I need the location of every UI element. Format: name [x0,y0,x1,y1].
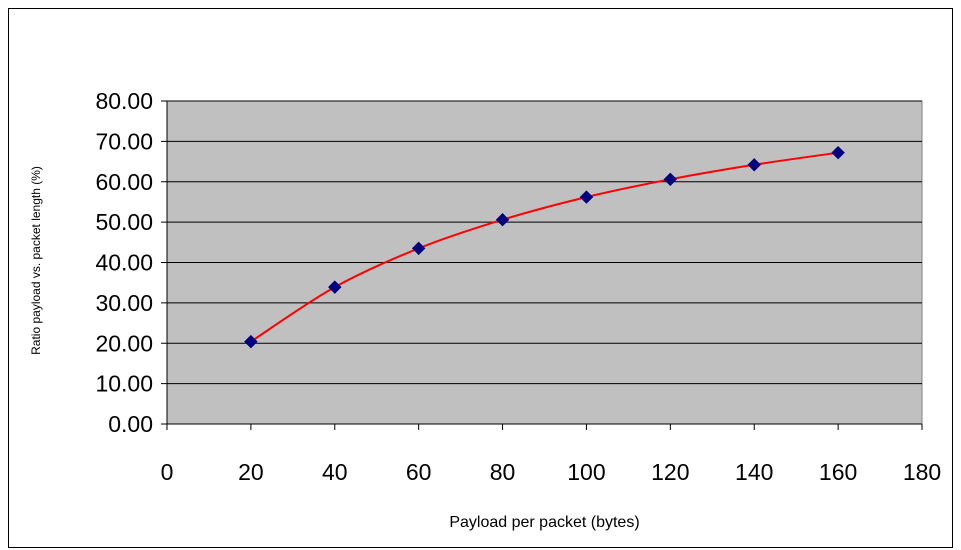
axes [161,100,923,430]
x-tick-label: 140 [735,459,773,485]
data-point [244,334,258,349]
x-tick-label: 20 [238,459,264,485]
x-axis-label: Payload per packet (bytes) [449,514,639,531]
y-tick-label: 60.00 [95,169,153,195]
data-point [411,241,426,256]
data-point [328,280,342,294]
data-point [747,158,761,172]
x-tick-label: 60 [406,459,432,485]
x-tick-label: 0 [161,459,174,485]
gridlines [167,100,922,385]
x-tick-label: 160 [819,459,857,485]
y-tick-label: 70.00 [95,128,153,154]
y-tick-label: 50.00 [95,209,153,235]
data-point [831,145,845,160]
x-tick-label: 40 [322,459,348,485]
data-point [495,212,510,227]
x-tick-labels: 0 20 40 60 80 100 120 140 160 180 [161,459,942,485]
y-tick-label: 40.00 [95,250,153,276]
y-tick-label: 10.00 [95,371,153,397]
data-point [663,172,678,187]
y-tick-label: 30.00 [95,290,153,316]
y-tick-labels: 0.00 10.00 20.00 30.00 40.00 50.00 60.00 70.00 8… [95,88,153,437]
y-axis-label: Ratio payload vs. packet length (%) [29,166,43,355]
y-tick-label: 0.00 [108,411,153,437]
data-markers [244,145,845,349]
data-point [579,190,594,204]
y-tick-label: 80.00 [95,88,153,114]
x-tick-label: 120 [651,459,689,485]
x-tick-label: 180 [903,459,941,485]
x-tick-label: 80 [490,459,516,485]
x-tick-label: 100 [567,459,605,485]
y-tick-label: 20.00 [95,330,153,356]
